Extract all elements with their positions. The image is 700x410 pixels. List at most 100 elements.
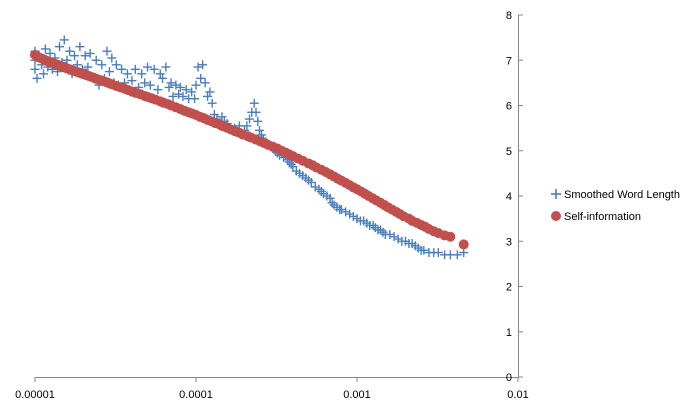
data-point-plus [190, 94, 200, 104]
data-point-plus [198, 60, 208, 70]
x-tick-label: 0.0001 [179, 389, 213, 401]
data-point-plus [316, 186, 326, 196]
data-point-plus [217, 112, 227, 122]
data-point-plus [249, 98, 259, 108]
data-point-plus [70, 51, 80, 61]
data-point-plus [251, 107, 261, 117]
x-axis-ticks: 0.00001 0.0001 0.001 0.01 [15, 377, 529, 401]
y-tick-label: 2 [506, 282, 512, 294]
series-1 [30, 49, 469, 250]
plot-area [30, 35, 469, 260]
data-point-circle [445, 231, 456, 242]
data-point-plus [166, 78, 176, 88]
data-point-plus [153, 85, 163, 95]
data-point-plus [419, 245, 429, 255]
data-point-plus [102, 46, 112, 56]
data-point-plus [140, 78, 150, 88]
data-point-plus [433, 248, 443, 258]
data-point-plus [107, 53, 117, 63]
data-point-plus [122, 69, 132, 79]
data-point-plus [385, 229, 395, 239]
data-point-plus [143, 62, 153, 72]
data-point-plus [168, 91, 178, 101]
data-point-plus [39, 69, 49, 79]
x-tick-label: 0.001 [343, 389, 371, 401]
data-point-plus [137, 69, 147, 79]
data-point-plus [158, 73, 168, 83]
data-point-plus [253, 116, 263, 126]
data-point-plus [75, 42, 85, 52]
legend-item-smoothed-word-length: Smoothed Word Length [551, 189, 680, 201]
data-point-plus [181, 85, 191, 95]
data-point-plus [127, 76, 137, 86]
y-tick-label: 7 [506, 55, 512, 67]
data-point-plus [345, 209, 355, 219]
data-point-plus [393, 234, 403, 244]
legend: Smoothed Word Length Self-information [551, 189, 680, 223]
data-point-plus [32, 73, 42, 83]
data-point-plus [97, 60, 107, 70]
legend-marker-circle-icon [551, 211, 561, 221]
series-layer [30, 35, 469, 260]
data-point-circle [458, 239, 469, 250]
y-axis-ticks: 0 1 2 3 4 5 6 7 8 [506, 10, 523, 384]
data-point-plus [164, 82, 174, 92]
data-point-plus [203, 91, 213, 101]
data-point-plus [327, 198, 337, 208]
data-point-plus [207, 98, 217, 108]
data-point-plus [62, 55, 72, 65]
data-point-plus [368, 220, 378, 230]
data-point-plus [65, 46, 75, 56]
data-point-plus [55, 42, 65, 52]
data-point-plus [111, 60, 121, 70]
legend-marker-plus-icon [551, 189, 561, 199]
data-point-plus [91, 55, 101, 65]
data-point-plus [389, 232, 399, 242]
data-point-plus [310, 182, 320, 192]
data-point-plus [145, 80, 155, 90]
legend-label-self-information: Self-information [564, 211, 641, 223]
data-point-plus [459, 248, 469, 258]
data-point-plus [200, 78, 210, 88]
series-0 [30, 35, 469, 260]
data-point-plus [85, 48, 95, 58]
data-point-plus [288, 162, 298, 172]
data-point-plus [187, 87, 197, 97]
data-point-plus [325, 193, 335, 203]
data-point-plus [178, 91, 188, 101]
data-point-plus [242, 121, 252, 131]
data-point-plus [117, 64, 127, 74]
data-point-plus [149, 64, 159, 74]
x-tick-label: 0.01 [507, 389, 528, 401]
data-point-plus [130, 64, 140, 74]
data-point-plus [306, 177, 316, 187]
data-point-plus [452, 250, 462, 260]
data-point-plus [255, 125, 265, 135]
data-point-plus [30, 64, 40, 74]
data-point-plus [205, 87, 215, 97]
y-tick-label: 0 [506, 372, 512, 384]
legend-label-smoothed-word-length: Smoothed Word Length [564, 189, 680, 201]
data-point-plus [341, 207, 351, 217]
data-point-plus [171, 80, 181, 90]
data-point-plus [40, 44, 50, 54]
data-point-plus [245, 114, 255, 124]
data-point-plus [174, 89, 184, 99]
y-tick-label: 3 [506, 236, 512, 248]
y-tick-label: 5 [506, 146, 512, 158]
data-point-plus [45, 48, 55, 58]
y-tick-label: 4 [506, 191, 512, 203]
y-tick-label: 8 [506, 10, 512, 22]
data-point-plus [193, 62, 203, 72]
data-point-plus [191, 80, 201, 90]
data-point-plus [161, 62, 171, 72]
data-point-plus [336, 205, 346, 215]
y-tick-label: 6 [506, 101, 512, 113]
axes: 0.00001 0.0001 0.001 0.01 0 1 2 3 4 5 6 7 8 [15, 10, 529, 401]
data-point-plus [59, 35, 69, 45]
data-point-plus [196, 73, 206, 83]
data-point-plus [83, 62, 93, 72]
data-point-plus [155, 69, 165, 79]
data-point-plus [104, 67, 114, 77]
